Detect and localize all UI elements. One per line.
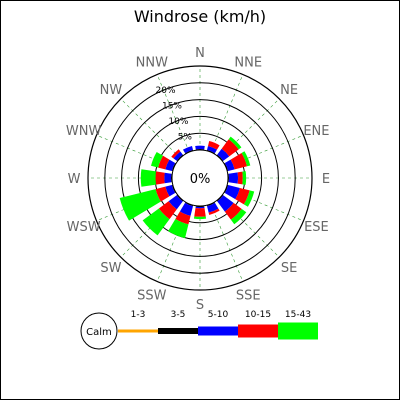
direction-label-nnw: NNW: [136, 56, 168, 71]
bar-ssw-5-10: [179, 202, 193, 216]
radial-tick-label-2: 10%: [168, 117, 188, 127]
bar-sw-5-10: [168, 195, 183, 210]
direction-label-nw: NW: [100, 83, 123, 98]
spoke-nne: [210, 74, 244, 153]
radial-tick-label-4: 20%: [156, 86, 176, 96]
direction-label-ssw: SSW: [137, 288, 167, 303]
bar-nw-5-10: [173, 151, 183, 161]
bar-ssw-10-15: [175, 211, 191, 225]
direction-label-ene: ENE: [303, 124, 329, 139]
bar-se-10-15: [224, 202, 242, 220]
bar-w-15-43: [140, 169, 157, 187]
grid-ring-3: [121, 99, 279, 257]
wind-bars: [119, 136, 255, 239]
bar-ne-15-43: [228, 136, 242, 150]
direction-label-s: S: [196, 298, 204, 313]
chart-title: Windrose (km/h): [134, 7, 266, 26]
grid-ring-4: [104, 82, 296, 274]
bar-s-15-43: [193, 216, 207, 220]
bar-ne-5-10: [217, 148, 230, 161]
bar-nne-10-15: [207, 141, 220, 150]
direction-label-se: SE: [281, 261, 297, 276]
direction-label-n: N: [195, 46, 205, 61]
legend-swatch-3-5: [158, 328, 198, 334]
legend-swatch-1-3: [118, 329, 158, 333]
spoke-sse: [210, 203, 244, 282]
bar-wnw-5-10: [165, 159, 176, 171]
bar-ssw-15-43: [168, 218, 189, 239]
center-group: 0%: [171, 149, 229, 207]
legend-swatch-10-15: [238, 324, 278, 338]
bar-se-5-10: [217, 195, 234, 212]
bar-nw-10-15: [171, 149, 181, 159]
direction-label-ne: NE: [280, 83, 298, 98]
bar-ese-15-43: [243, 190, 255, 207]
legend-label-10-15: 10-15: [245, 310, 271, 320]
bar-wsw-10-15: [155, 186, 170, 202]
direction-label-nne: NNE: [234, 56, 262, 71]
bar-e-10-15: [237, 171, 243, 185]
direction-label-wsw: WSW: [67, 220, 101, 235]
bar-n-5-10: [195, 145, 205, 150]
bar-e-15-43: [242, 171, 247, 185]
bar-nne-5-10: [207, 145, 218, 154]
legend-label-5-10: 5-10: [208, 310, 229, 320]
outer-ring: [87, 65, 313, 291]
bar-ese-10-15: [235, 187, 250, 205]
bar-w-5-10: [164, 172, 172, 184]
direction-label-wnw: WNW: [66, 124, 102, 139]
direction-label-e: E: [322, 172, 330, 187]
direction-labels: N NNE NE ENE E ESE SE SSE S SSW SW WSW W WNW NW NNW: [66, 46, 330, 313]
calm-label: Calm: [86, 327, 112, 338]
bar-wsw-5-10: [165, 185, 176, 197]
bar-ese-5-10: [224, 185, 240, 200]
center-label: 0%: [190, 172, 211, 187]
bar-ne-10-15: [221, 139, 239, 157]
direction-label-sw: SW: [100, 261, 121, 276]
bar-sw-15-43: [142, 208, 170, 236]
radial-tick-labels: 5% 10% 15% 20%: [156, 86, 193, 143]
bar-ene-10-15: [230, 153, 248, 170]
bar-e-5-10: [228, 172, 239, 184]
bar-se-15-43: [230, 208, 247, 225]
calm-circle: [80, 312, 118, 350]
bar-s-10-15: [194, 208, 206, 217]
bar-ene-5-10: [224, 159, 235, 171]
grid-ring-2: [137, 115, 263, 241]
legend: Calm 1-3 3-5 5-10 10-15 15-43: [80, 310, 318, 350]
radial-tick-label-1: 5%: [178, 133, 193, 143]
direction-label-sse: SSE: [236, 288, 261, 303]
radial-tick-label-3: 15%: [162, 102, 182, 112]
direction-label-w: W: [68, 172, 81, 187]
bar-sw-10-15: [158, 201, 177, 220]
legend-label-1-3: 1-3: [131, 310, 146, 320]
bar-w-10-15: [155, 171, 165, 185]
bar-sse-5-10: [207, 202, 219, 213]
spoke-nw: [120, 98, 181, 159]
legend-label-3-5: 3-5: [171, 310, 186, 320]
bar-wnw-10-15: [158, 155, 170, 170]
direction-label-ese: ESE: [304, 220, 329, 235]
bar-s-5-10: [195, 206, 205, 209]
legend-swatch-5-10: [198, 326, 238, 336]
bar-wsw-15-43: [119, 189, 161, 221]
bar-sse-10-15: [208, 208, 220, 215]
bar-ene-15-43: [241, 151, 251, 167]
legend-label-15-43: 15-43: [285, 310, 311, 320]
center-circle: [171, 149, 229, 207]
spoke-nnw: [156, 74, 190, 153]
bar-nnw-5-10: [182, 145, 193, 154]
legend-swatch-15-43: [278, 322, 318, 340]
bar-wnw-15-43: [150, 151, 164, 168]
